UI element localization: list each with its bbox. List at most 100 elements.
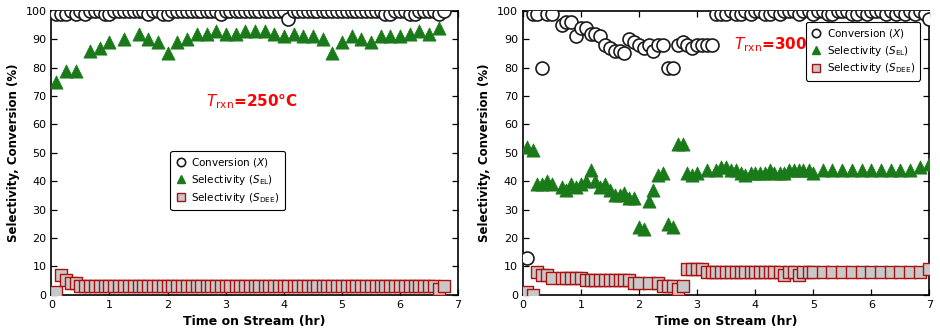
Point (315, 8, 330, 14)
Point (758, 269, 773, 275)
Point (796, 269, 811, 275)
Point (544, 275, 559, 280)
Point (825, 11, 840, 16)
Point (685, 173, 700, 178)
Point (421, 31, 436, 36)
Point (563, 20, 578, 25)
Point (690, 266, 705, 272)
Point (874, 8, 889, 14)
Point (407, 11, 422, 16)
Point (73, 283, 88, 289)
Point (685, 266, 700, 272)
Point (412, 28, 427, 34)
Point (573, 181, 588, 187)
Point (835, 8, 850, 14)
Point (83, 8, 98, 14)
Point (315, 283, 330, 289)
Point (218, 8, 233, 14)
Text: $\mathit{T}_{\rm rxn}$=300°C: $\mathit{T}_{\rm rxn}$=300°C (734, 36, 826, 54)
Point (569, 275, 584, 280)
Point (295, 8, 310, 14)
Point (733, 269, 748, 275)
Point (306, 8, 321, 14)
Point (402, 11, 417, 16)
Point (112, 283, 127, 289)
Point (530, 181, 545, 187)
Point (349, 283, 364, 289)
Point (656, 42, 671, 48)
Point (525, 147, 540, 153)
Point (102, 283, 117, 289)
Point (874, 269, 889, 275)
Point (106, 283, 121, 289)
Point (902, 269, 917, 275)
Point (598, 278, 613, 283)
Point (339, 283, 354, 289)
Point (845, 269, 860, 275)
Point (189, 8, 204, 14)
Point (164, 8, 180, 14)
Point (368, 283, 384, 289)
Point (791, 11, 807, 16)
Point (402, 31, 417, 36)
Point (883, 8, 898, 14)
Point (146, 283, 161, 289)
Point (641, 42, 656, 48)
Y-axis label: Selectivity, Conversion (%): Selectivity, Conversion (%) (478, 64, 492, 242)
Point (902, 8, 917, 14)
Point (258, 28, 273, 34)
Point (310, 8, 325, 14)
Point (199, 31, 214, 36)
Point (714, 11, 729, 16)
Point (583, 278, 598, 283)
Point (150, 40, 165, 45)
Point (92, 283, 107, 289)
Point (412, 8, 427, 14)
Point (378, 283, 393, 289)
Point (525, 11, 540, 16)
Point (286, 31, 301, 36)
Point (92, 45, 107, 51)
Point (349, 8, 364, 14)
Point (646, 187, 661, 192)
Point (718, 269, 733, 275)
Point (373, 8, 388, 14)
Point (315, 37, 330, 42)
Point (893, 167, 908, 173)
Point (801, 269, 816, 275)
Point (816, 8, 831, 14)
Point (728, 269, 744, 275)
Point (641, 281, 656, 286)
Point (558, 275, 573, 280)
Point (661, 65, 676, 70)
Point (695, 266, 710, 272)
Point (199, 8, 214, 14)
Point (699, 167, 714, 173)
Point (555, 22, 570, 28)
Point (544, 11, 559, 16)
Point (170, 40, 185, 45)
Point (675, 283, 690, 289)
Point (607, 48, 622, 53)
Point (646, 48, 661, 53)
Point (781, 269, 796, 275)
Point (393, 8, 408, 14)
Point (540, 11, 555, 16)
Point (353, 283, 368, 289)
Point (228, 31, 243, 36)
Point (695, 42, 710, 48)
Y-axis label: Selectivity, Conversion (%): Selectivity, Conversion (%) (7, 64, 20, 242)
Point (762, 167, 777, 173)
Point (772, 11, 787, 16)
Point (758, 170, 773, 175)
Point (555, 184, 570, 190)
Point (835, 269, 850, 275)
Point (431, 286, 446, 292)
Point (680, 170, 695, 175)
Point (806, 170, 821, 175)
Point (607, 278, 622, 283)
Point (431, 11, 446, 16)
Point (714, 164, 729, 170)
Point (520, 255, 535, 260)
Point (922, 17, 937, 22)
